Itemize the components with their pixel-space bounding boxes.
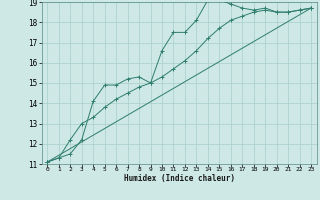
X-axis label: Humidex (Indice chaleur): Humidex (Indice chaleur) [124, 174, 235, 183]
